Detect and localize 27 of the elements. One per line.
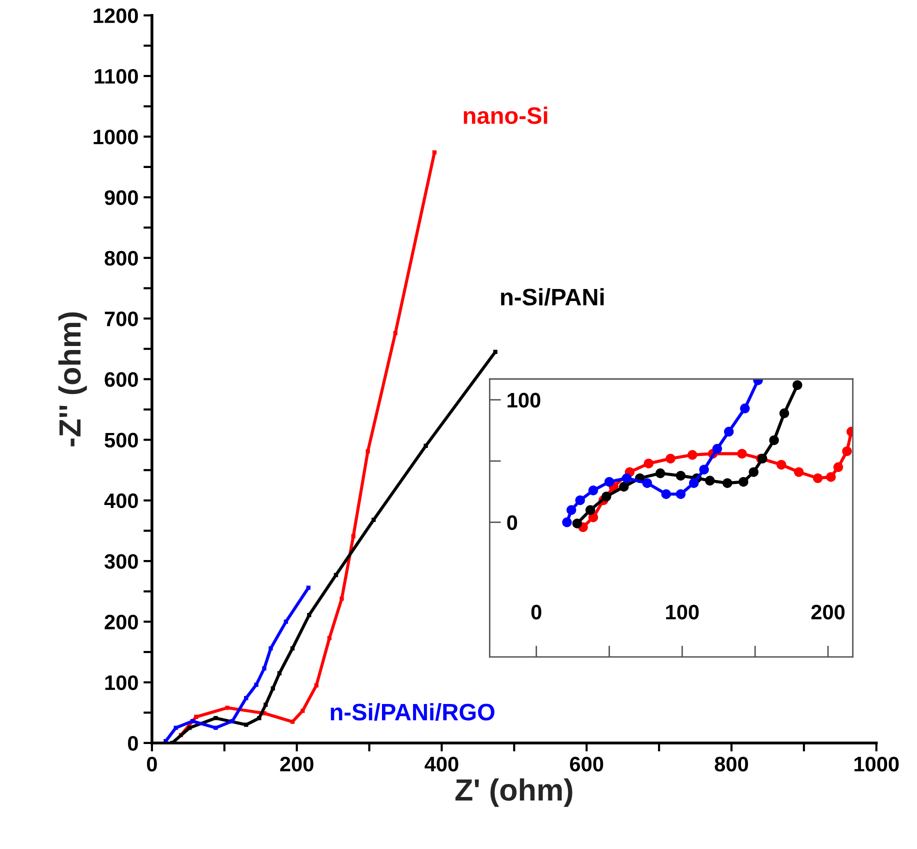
y-tick-label: 200 [104,614,138,630]
y-tick-label: 300 [104,554,138,569]
x-tick-label: 0 [146,756,157,772]
y-tick-label: 1200 [94,8,138,24]
series-label: nano-Si [464,106,548,124]
y-tick-label: 700 [104,312,138,326]
x-tick-label: 1000 [854,756,899,772]
y-tick-label: 800 [104,250,138,266]
x-tick-label: 100 [666,604,699,620]
x-axis-title: Z' (ohm) [455,778,572,807]
y-tick-label: 100 [105,675,138,690]
y-tick-label: 400 [104,493,138,508]
y-tick-label: 0 [128,736,138,751]
y-tick-label: 900 [104,190,138,206]
y-tick-label: 1100 [94,69,138,84]
y-tick-label: 1000 [94,130,138,144]
series-label: n-Si/PANi [501,288,604,306]
text: n-Si/PANi/RGO [330,703,494,721]
x-tick-label: 200 [280,756,314,772]
x-tick-label: 400 [424,756,458,772]
x-tick-label: 200 [811,604,845,620]
x-tick-label: 800 [714,756,748,772]
y-tick-label: 500 [104,432,138,448]
x-tick-label: 600 [570,756,604,772]
x-tick-label: 0 [531,604,542,620]
y-axis-title: -Z'' (ohm) [58,312,87,446]
y-tick-label: 600 [104,372,138,387]
